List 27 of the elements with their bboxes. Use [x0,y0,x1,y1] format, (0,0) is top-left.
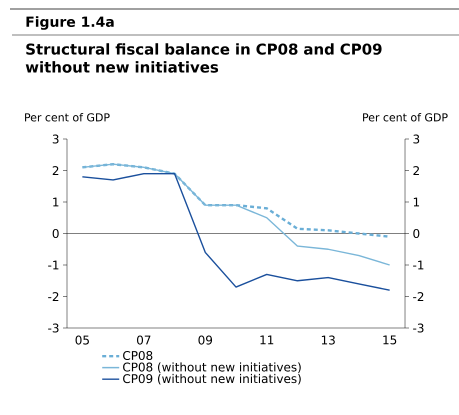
legend-label: CP08 (without new initiatives) [123,362,301,373]
y2-tick-label: -3 [413,323,424,333]
y2-tick-label: 1 [414,198,420,206]
y2-axis-title: Per cent of GDP [363,113,448,122]
x-tick-label: 07 [137,336,150,345]
x-tick-label: 09 [198,336,212,345]
y2-tick-label: 2 [413,166,419,175]
y-tick-label: 3 [52,134,59,144]
x-tick-label: 11 [260,336,274,344]
x-tick-label: 05 [76,336,89,345]
y2-tick-label: 3 [413,134,420,144]
y-tick-label: -3 [48,323,59,333]
y-axis-title: Per cent of GDP [25,113,110,122]
x-tick-label: 15 [383,336,396,344]
chart-title: Figure 1.4a [26,16,114,30]
y2-tick-label: -1 [413,260,424,270]
y-tick-label: 2 [52,166,58,175]
legend-label: CP09 (without new initiatives) [123,374,301,385]
legend-label: CP08 [123,350,152,360]
y2-tick-label: -2 [413,292,424,301]
y-tick-label: -1 [48,260,58,270]
chart-subtitle: Structural fiscal balance in CP08 and CP09 without new initiatives [26,43,382,73]
y2-tick-label: 0 [413,228,420,238]
y-tick-label: -2 [48,292,58,301]
y-tick-label: 1 [53,198,58,206]
y-tick-label: 0 [52,228,59,238]
x-tick-label: 13 [322,336,335,345]
